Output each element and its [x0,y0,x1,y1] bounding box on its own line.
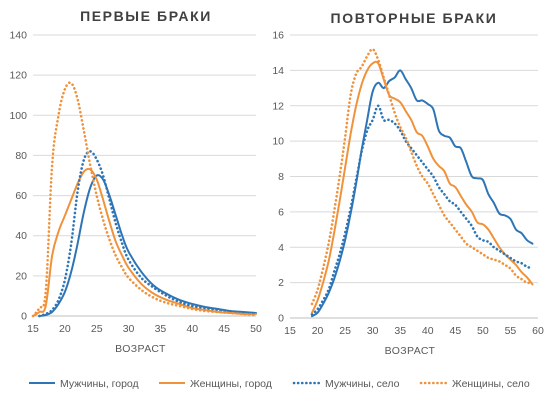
x-tick-label: 15 [284,325,296,337]
x-tick-label: 20 [312,325,324,337]
y-tick-label: 20 [15,270,27,282]
y-tick-label: 14 [272,65,284,77]
x-tick-label: 45 [218,323,230,335]
x-tick-label: 55 [505,325,517,337]
x-tick-label: 25 [91,323,103,335]
y-tick-label: 100 [9,110,27,122]
series-line-3 [310,104,534,316]
y-tick-label: 10 [272,136,284,148]
y-tick-label: 140 [9,30,27,42]
legend: Мужчины, город Женщины, город Мужчины, сел… [29,378,530,390]
x-tick-label: 30 [367,325,379,337]
legend-label: Мужчины, город [60,378,139,390]
y-tick-label: 12 [272,100,284,112]
y-tick-label: 0 [21,311,27,323]
x-tick-label: 35 [155,323,167,335]
x-axis-label: ВОЗРАСТ [115,343,166,355]
y-tick-label: 120 [9,70,27,82]
chart-title: ПОВТОРНЫЕ БРАКИ [331,10,498,26]
series-line-4 [310,47,534,306]
series-line-4 [31,81,258,318]
series-line-3 [38,150,258,318]
y-tick-label: 4 [278,242,284,254]
y-tick-label: 2 [278,277,284,289]
chart-first-marriages: ПЕРВЫЕ БРАКИ 0 20 40 60 80 100 120 140 15 20 25 30 35… [9,8,262,355]
x-tick-label: 45 [449,325,461,337]
legend-label: Мужчины, село [325,378,400,390]
x-tick-label: 60 [532,325,544,337]
y-tick-label: 8 [278,171,284,183]
y-tick-label: 0 [278,313,284,325]
chart-repeat-marriages: ПОВТОРНЫЕ БРАКИ 0 2 4 6 8 10 12 14 16 15 20 25 30 35 40… [272,10,544,357]
x-tick-label: 40 [186,323,198,335]
legend-label: Женщины, село [452,378,530,390]
legend-label: Женщины, город [190,378,272,390]
y-tick-label: 60 [15,190,27,202]
y-tick-label: 6 [278,206,284,218]
x-tick-label: 35 [394,325,406,337]
x-tick-label: 40 [422,325,434,337]
x-tick-label: 15 [27,323,39,335]
x-tick-label: 30 [123,323,135,335]
x-tick-label: 50 [250,323,262,335]
series-line-2 [32,167,257,317]
series-line-1 [311,69,534,318]
chart-title: ПЕРВЫЕ БРАКИ [80,8,212,24]
y-tick-label: 80 [15,150,27,162]
y-tick-label: 16 [272,30,284,42]
x-tick-label: 20 [59,323,71,335]
x-axis-label: ВОЗРАСТ [385,345,436,357]
x-tick-label: 50 [477,325,489,337]
x-tick-label: 25 [339,325,351,337]
series-line-2 [311,60,534,314]
y-tick-label: 40 [15,230,27,242]
